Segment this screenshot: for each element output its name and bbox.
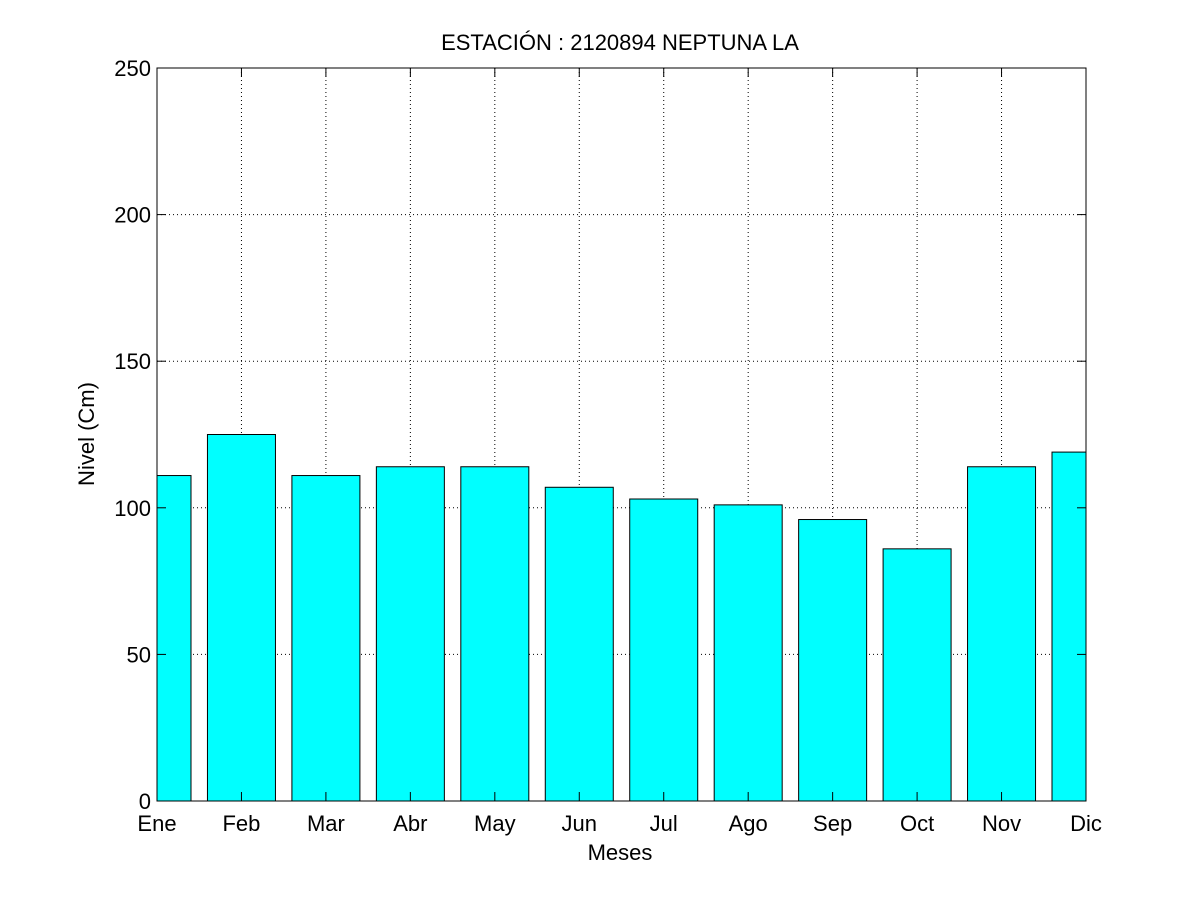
x-tick-label: Sep	[813, 811, 852, 836]
bar-mar	[291, 475, 361, 801]
x-tick-label: Jun	[562, 811, 597, 836]
plot-frame	[156, 67, 1087, 802]
y-tick-label: 0	[139, 789, 151, 814]
bars	[157, 434, 1086, 801]
x-tick-label: Dic	[1070, 811, 1102, 836]
bar-ago	[713, 504, 783, 801]
y-tick-label: 100	[114, 496, 151, 521]
grid-lines	[157, 68, 1086, 801]
bar-abr	[375, 466, 445, 801]
y-axis-label: Nivel (Cm)	[74, 382, 99, 486]
bar-jul	[629, 498, 699, 801]
y-tick-label: 200	[114, 203, 151, 228]
bar-nov	[967, 466, 1037, 801]
x-tick-label: Feb	[222, 811, 260, 836]
y-tick-label: 150	[114, 349, 151, 374]
x-tick-label: Abr	[393, 811, 427, 836]
bar-may	[460, 466, 530, 801]
bar-sep	[798, 519, 868, 801]
y-tick-label: 50	[127, 642, 151, 667]
x-tick-labels: Ene Feb Mar Abr May Jun Jul Ago Sep Oct Nov Dic	[137, 811, 1101, 836]
x-tick-label: Nov	[982, 811, 1021, 836]
x-axis-label: Meses	[588, 840, 653, 865]
x-tick-label: Oct	[900, 811, 934, 836]
bar-dic	[1051, 451, 1086, 801]
bar-oct	[882, 548, 952, 801]
bar-feb	[206, 434, 276, 801]
x-tick-label: Ago	[729, 811, 768, 836]
y-tick-label: 250	[114, 56, 151, 81]
tick-marks	[156, 67, 1087, 802]
chart-title: ESTACIÓN : 2120894 NEPTUNA LA	[441, 30, 799, 55]
y-tick-labels: 0 50 100 150 200 250	[114, 56, 151, 814]
x-tick-label: Jul	[650, 811, 678, 836]
bar-ene	[157, 475, 192, 801]
bar-jun	[544, 486, 614, 801]
x-tick-label: Ene	[137, 811, 176, 836]
x-tick-label: May	[474, 811, 516, 836]
x-tick-label: Mar	[307, 811, 345, 836]
